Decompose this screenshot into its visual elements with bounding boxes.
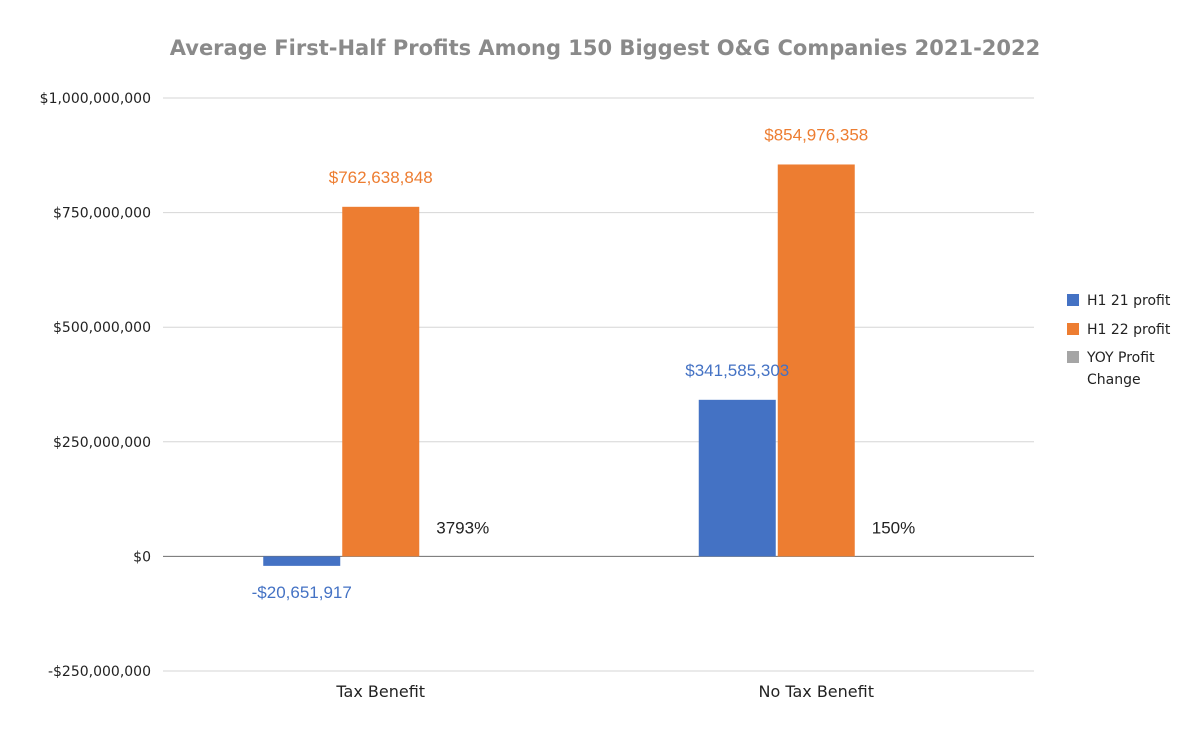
bar-h1-22-profit-no-tax-benefit — [777, 164, 855, 557]
data-label: 150% — [872, 518, 915, 537]
y-tick-label: $0 — [133, 549, 151, 565]
data-label: 3793% — [436, 518, 489, 537]
legend-label: H1 22 profit — [1087, 322, 1171, 338]
x-axis: Tax Benefit No Tax Benefit — [335, 682, 874, 701]
legend-swatch — [1067, 351, 1079, 363]
bars — [263, 164, 855, 566]
y-axis: $1,000,000,000 $750,000,000 $500,000,000 $2… — [40, 91, 151, 680]
data-label: $762,638,848 — [329, 168, 433, 187]
y-tick-label: $500,000,000 — [53, 320, 151, 336]
legend-swatch — [1067, 294, 1079, 306]
bar-h1-21-profit-no-tax-benefit — [698, 399, 776, 557]
legend-label: H1 21 profit — [1087, 293, 1171, 309]
data-labels: -$20,651,917 $762,638,848 3793% $341,585,30… — [252, 125, 916, 601]
x-tick-label: Tax Benefit — [335, 682, 425, 701]
legend: H1 21 profit H1 22 profit YOY Profit Change — [1067, 293, 1171, 388]
data-label: $341,585,303 — [685, 361, 789, 380]
data-label: -$20,651,917 — [252, 583, 352, 602]
y-tick-label: $250,000,000 — [53, 435, 151, 451]
bar-h1-21-profit-tax-benefit — [263, 556, 341, 566]
y-tick-label: -$250,000,000 — [48, 664, 151, 680]
chart-title: Average First-Half Profits Among 150 Big… — [170, 36, 1041, 60]
legend-swatch — [1067, 323, 1079, 335]
legend-label: YOY Profit Change — [1086, 350, 1155, 388]
y-tick-label: $750,000,000 — [53, 206, 151, 222]
y-tick-label: $1,000,000,000 — [40, 91, 151, 107]
bar-h1-22-profit-tax-benefit — [342, 206, 420, 557]
x-tick-label: No Tax Benefit — [759, 682, 874, 701]
data-label: $854,976,358 — [764, 125, 868, 144]
